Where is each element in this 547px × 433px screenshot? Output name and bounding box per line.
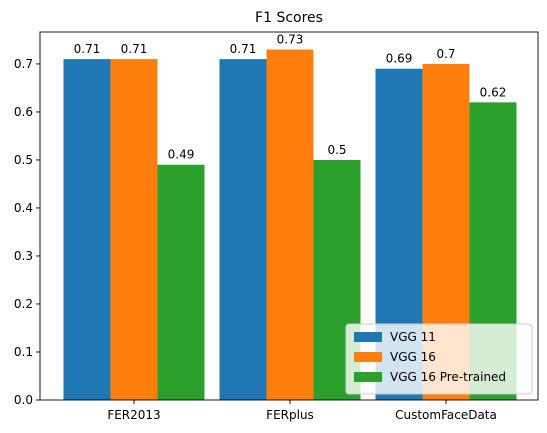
bars-layer [63, 49, 517, 401]
value-label: 0.49 [168, 148, 195, 162]
legend: VGG 11 VGG 16 VGG 16 Pre-trained [345, 323, 533, 395]
legend-swatch [354, 352, 382, 362]
y-tick-label: 0.1 [14, 345, 33, 359]
value-label: 0.62 [480, 85, 507, 99]
legend-label: VGG 16 Pre-trained [390, 370, 506, 384]
legend-label: VGG 16 [390, 350, 436, 364]
value-label: 0.5 [327, 143, 346, 157]
legend-swatch [354, 332, 382, 342]
value-labels-layer: 0.71 0.71 0.69 0.71 0.73 0.7 0.49 0.5 0.62 [74, 33, 507, 162]
y-tick-label: 0.3 [14, 249, 33, 263]
axes-layer: 0.0 0.1 0.2 0.3 0.4 0.5 0.6 0.7 FER2013 FERplus Cu… [14, 31, 539, 422]
bar-ferplus-series-1 [219, 59, 267, 401]
value-label: 0.71 [230, 42, 257, 56]
value-label: 0.7 [436, 47, 455, 61]
legend-swatch [354, 372, 382, 382]
y-tick-label: 0.0 [14, 393, 33, 407]
value-label: 0.71 [121, 42, 148, 56]
legend-box [345, 323, 533, 395]
bar-fer2013-series-2 [110, 59, 158, 401]
value-label: 0.71 [74, 42, 101, 56]
y-tick-label: 0.2 [14, 297, 33, 311]
value-label: 0.73 [277, 33, 304, 47]
legend-label: VGG 11 [390, 330, 436, 344]
bar-ferplus-series-2 [266, 49, 314, 401]
chart-title: F1 Scores [255, 10, 323, 26]
y-tick-label: 0.7 [14, 57, 33, 71]
x-tick-label: CustomFaceData [395, 408, 497, 422]
bar-fer2013-series-3 [157, 164, 205, 400]
bar-fer2013-series-1 [63, 59, 111, 401]
y-tick-label: 0.6 [14, 105, 33, 119]
value-label: 0.69 [386, 52, 413, 66]
plot-frame [39, 31, 539, 401]
y-tick-label: 0.5 [14, 153, 33, 167]
x-tick-label: FER2013 [107, 408, 160, 422]
y-tick-label: 0.4 [14, 201, 33, 215]
x-tick-label: FERplus [266, 408, 314, 422]
